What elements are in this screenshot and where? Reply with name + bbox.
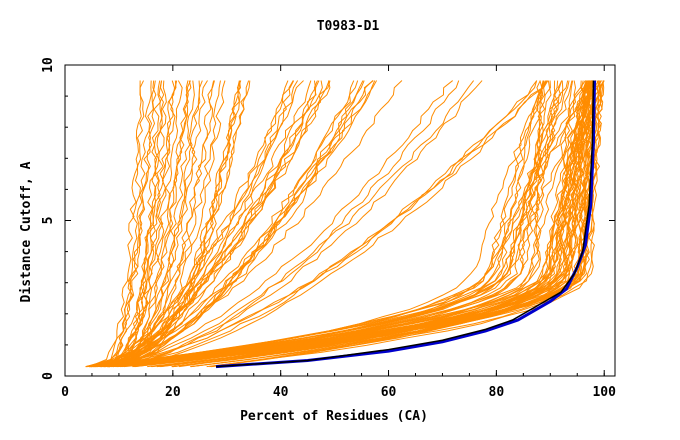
- background-series-line: [109, 80, 320, 368]
- background-series-line: [92, 80, 546, 368]
- background-series-line: [97, 80, 177, 368]
- background-series-line: [112, 80, 548, 368]
- background-series-line: [104, 80, 592, 368]
- background-series-line: [93, 80, 289, 368]
- background-series-line: [93, 80, 359, 368]
- background-series-line: [93, 80, 221, 368]
- background-series-line: [87, 80, 551, 368]
- background-series-line: [104, 80, 317, 368]
- background-series-line: [111, 80, 364, 368]
- background-series-line: [105, 80, 145, 368]
- x-tick-label: 0: [61, 385, 69, 400]
- highlighted-series-line: [215, 80, 595, 368]
- y-tick-label: 5: [41, 217, 56, 225]
- background-series-line: [94, 80, 323, 368]
- background-series-line: [108, 80, 590, 368]
- background-series-line: [103, 80, 538, 368]
- x-tick-label: 100: [592, 385, 616, 400]
- background-series-line: [147, 80, 605, 368]
- x-tick-label: 80: [489, 385, 505, 400]
- background-series-line: [96, 80, 374, 368]
- background-series-line: [88, 80, 157, 368]
- background-series-line: [104, 80, 152, 368]
- background-series-line: [108, 80, 460, 368]
- background-series-line: [96, 80, 331, 368]
- background-series-line: [94, 80, 563, 368]
- background-series-line: [105, 80, 483, 368]
- background-series-line: [86, 80, 312, 368]
- background-series-line: [109, 80, 549, 368]
- background-series-line: [108, 80, 545, 368]
- highlighted-series-line: [215, 80, 597, 369]
- y-tick-label: 10: [41, 57, 56, 73]
- background-series-line: [159, 80, 588, 368]
- background-series-line: [99, 80, 191, 368]
- background-series-line: [113, 80, 162, 368]
- y-tick-label: 0: [41, 372, 56, 380]
- background-series-line: [89, 80, 596, 368]
- background-series-line: [95, 80, 183, 368]
- background-series-line: [115, 80, 602, 368]
- background-series-line: [103, 80, 178, 368]
- x-axis-label: Percent of Residues (CA): [240, 409, 428, 424]
- series-layer: [85, 80, 605, 369]
- background-series-line: [103, 80, 189, 368]
- x-tick-label: 60: [381, 385, 397, 400]
- background-series-line: [108, 80, 240, 368]
- background-series-line: [107, 80, 376, 368]
- background-series-line: [93, 80, 144, 368]
- axes-layer: 0 20 40 60 80 100 0 5 10: [41, 57, 616, 400]
- background-series-line: [96, 80, 201, 368]
- background-series-line: [105, 80, 165, 368]
- background-series-line: [101, 80, 215, 368]
- chart-title: T0983-D1: [317, 19, 380, 34]
- background-series-line: [85, 80, 175, 368]
- background-series-line: [92, 80, 475, 368]
- background-series-line: [88, 80, 242, 368]
- background-series-line: [112, 80, 543, 368]
- background-series-line: [156, 80, 592, 368]
- background-series-line: [110, 80, 167, 368]
- background-series-line: [102, 80, 226, 368]
- background-series-line: [90, 80, 299, 368]
- background-series-line: [95, 80, 318, 368]
- x-tick-label: 40: [273, 385, 289, 400]
- x-tick-label: 20: [165, 385, 181, 400]
- background-series-line: [95, 80, 453, 368]
- background-series-line: [97, 80, 156, 368]
- y-axis-label: Distance Cutoff, A: [19, 161, 34, 302]
- background-series-line: [94, 80, 208, 368]
- background-series-line: [210, 80, 599, 368]
- background-series-line: [107, 80, 355, 368]
- background-series-line: [90, 80, 547, 368]
